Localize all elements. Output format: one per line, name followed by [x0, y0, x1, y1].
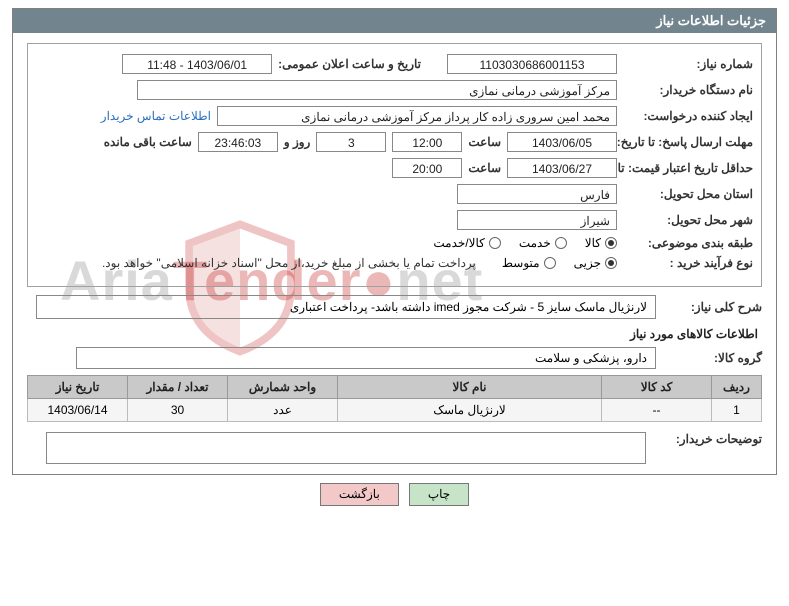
label-buyer-org: نام دستگاه خریدار:	[623, 83, 753, 97]
label-category: طبقه بندی موضوعی:	[623, 236, 753, 250]
label-process: نوع فرآیند خرید :	[623, 256, 753, 270]
back-button[interactable]: بازگشت	[320, 483, 399, 506]
info-box: شماره نیاز: 1103030686001153 تاریخ و ساع…	[27, 43, 762, 287]
radio-both[interactable]: کالا/خدمت	[433, 236, 500, 250]
label-need-no: شماره نیاز:	[623, 57, 753, 71]
label-days-and: روز و	[284, 135, 311, 149]
field-need-no: 1103030686001153	[447, 54, 617, 74]
label-hour1: ساعت	[468, 135, 501, 149]
field-city: شیراز	[457, 210, 617, 230]
label-general-desc: شرح کلی نیاز:	[662, 300, 762, 314]
field-requester: محمد امین سروری زاده کار پرداز مرکز آموز…	[217, 106, 617, 126]
goods-group-box: دارو، پزشکی و سلامت	[76, 347, 656, 369]
radio-partial[interactable]: جزیی	[574, 256, 617, 270]
goods-info-title: اطلاعات کالاهای مورد نیاز	[31, 327, 758, 341]
payment-note: پرداخت تمام یا بخشی از مبلغ خرید،از محل …	[102, 256, 476, 270]
general-desc-box: لارنژیال ماسک سایز 5 - شرکت مجوز imed دا…	[36, 295, 656, 319]
details-panel: جزئیات اطلاعات نیاز شماره نیاز: 11030306…	[12, 8, 777, 475]
label-announce: تاریخ و ساعت اعلان عمومی:	[278, 57, 421, 71]
radio-medium[interactable]: متوسط	[502, 256, 556, 270]
field-days-left: 3	[316, 132, 386, 152]
category-radio-group: کالا خدمت کالا/خدمت	[433, 236, 617, 250]
panel-title: جزئیات اطلاعات نیاز	[13, 9, 776, 33]
th-date: تاریخ نیاز	[28, 376, 128, 399]
label-requester: ایجاد کننده درخواست:	[623, 109, 753, 123]
radio-service[interactable]: خدمت	[519, 236, 567, 250]
table-row: 1 -- لارنژیال ماسک عدد 30 1403/06/14	[28, 399, 762, 422]
field-deadline-date: 1403/06/05	[507, 132, 617, 152]
field-validity-date: 1403/06/27	[507, 158, 617, 178]
radio-goods[interactable]: کالا	[585, 236, 617, 250]
field-province: فارس	[457, 184, 617, 204]
label-hour2: ساعت	[468, 161, 501, 175]
label-buyer-notes: توضیحات خریدار:	[652, 432, 762, 446]
th-row: ردیف	[712, 376, 762, 399]
label-goods-group: گروه کالا:	[662, 351, 762, 365]
field-buyer-org: مرکز آموزشی درمانی نمازی	[137, 80, 617, 100]
label-province: استان محل تحویل:	[623, 187, 753, 201]
goods-table: ردیف کد کالا نام کالا واحد شمارش تعداد /…	[27, 375, 762, 422]
label-remaining: ساعت باقی مانده	[104, 135, 192, 149]
process-radio-group: جزیی متوسط	[502, 256, 617, 270]
th-unit: واحد شمارش	[228, 376, 338, 399]
label-city: شهر محل تحویل:	[623, 213, 753, 227]
field-validity-time: 20:00	[392, 158, 462, 178]
contact-link[interactable]: اطلاعات تماس خریدار	[101, 109, 211, 123]
button-bar: چاپ بازگشت	[0, 483, 789, 506]
th-code: کد کالا	[602, 376, 712, 399]
field-announce: 1403/06/01 - 11:48	[122, 54, 272, 74]
th-name: نام کالا	[338, 376, 602, 399]
field-time-left: 23:46:03	[198, 132, 278, 152]
label-deadline: مهلت ارسال پاسخ: تا تاریخ:	[623, 135, 753, 149]
buyer-notes-box	[46, 432, 646, 464]
print-button[interactable]: چاپ	[409, 483, 469, 506]
label-validity: حداقل تاریخ اعتبار قیمت: تا تاریخ:	[623, 161, 753, 175]
field-deadline-time: 12:00	[392, 132, 462, 152]
th-qty: تعداد / مقدار	[128, 376, 228, 399]
